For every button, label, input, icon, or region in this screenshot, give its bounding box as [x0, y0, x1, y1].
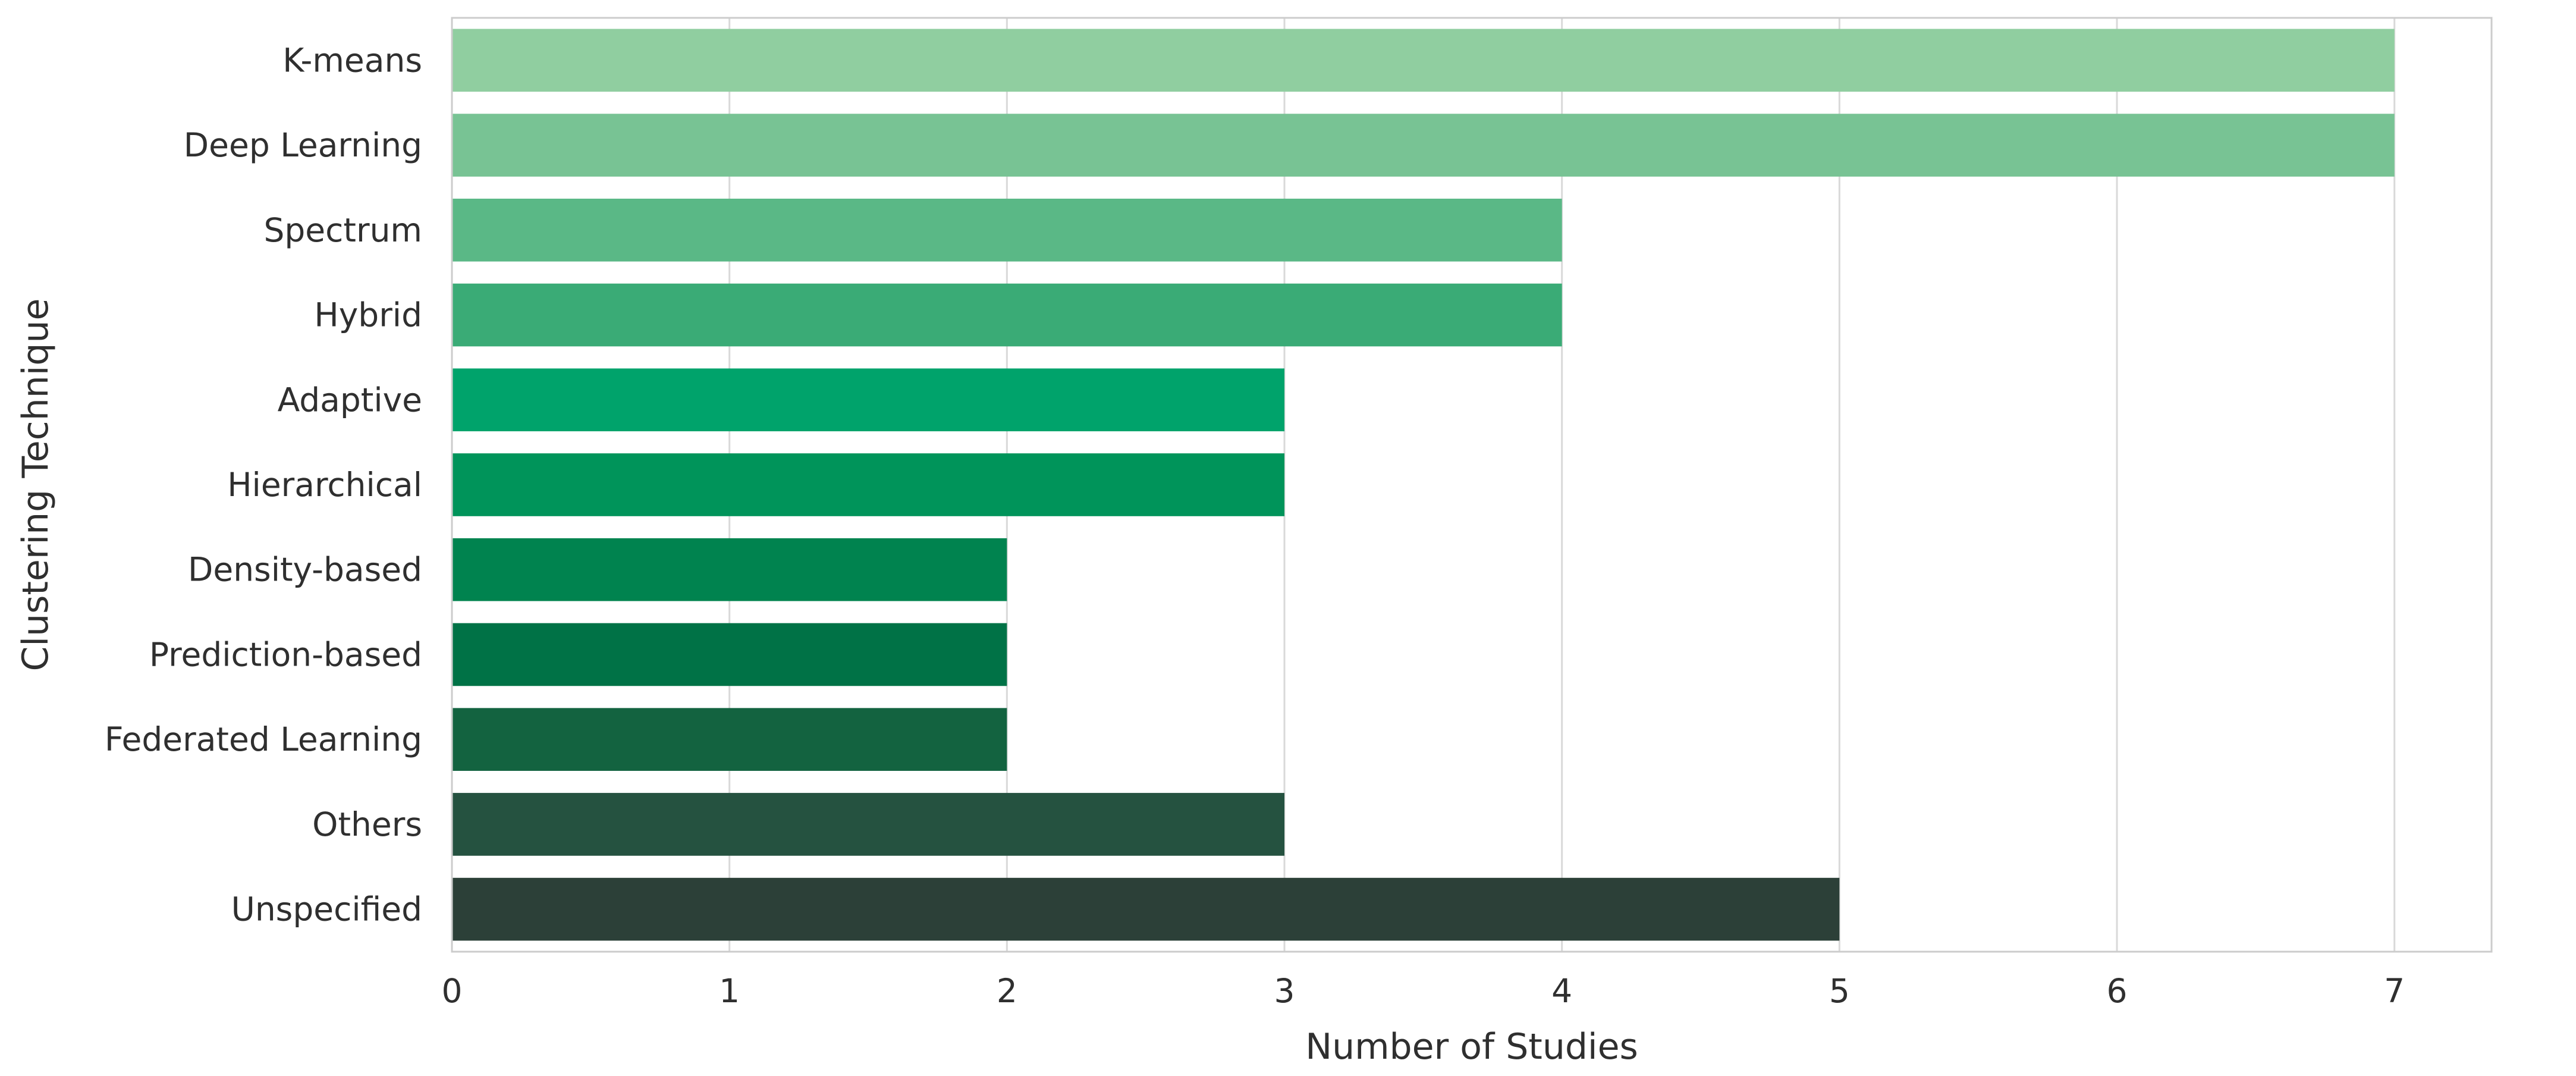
bar-others — [452, 793, 1284, 856]
x-tick-labels: 0 1 2 3 4 5 6 7 — [442, 972, 2405, 1010]
bar-spectrum — [452, 199, 1562, 262]
x-tick-label: 2 — [997, 972, 1017, 1010]
y-tick-label: Federated Learning — [105, 720, 422, 758]
y-tick-label: Unspecified — [231, 890, 422, 928]
y-tick-label: Adaptive — [278, 381, 422, 419]
y-tick-label: Density-based — [188, 551, 422, 589]
x-tick-label: 4 — [1551, 972, 1572, 1010]
y-tick-label: Hybrid — [314, 296, 422, 334]
y-tick-label: Deep Learning — [184, 126, 422, 164]
bar-prediction-based — [452, 623, 1007, 686]
x-tick-label: 7 — [2384, 972, 2405, 1010]
y-tick-labels: K-means Deep Learning Spectrum Hybrid Adapti… — [105, 41, 422, 928]
x-tick-label: 6 — [2107, 972, 2128, 1010]
bar-federated-learning — [452, 708, 1007, 771]
y-axis-title: Clustering Technique — [15, 299, 56, 672]
x-axis-title: Number of Studies — [1305, 1026, 1638, 1068]
y-tick-label: Others — [312, 805, 422, 843]
y-tick-label: Spectrum — [263, 211, 422, 249]
bar-adaptive — [452, 368, 1284, 432]
y-tick-label: Hierarchical — [227, 466, 422, 504]
y-tick-label: Prediction-based — [149, 635, 422, 673]
plot-frame — [451, 17, 2493, 953]
x-tick-label: 1 — [719, 972, 740, 1010]
bar-k-means — [452, 29, 2395, 92]
x-tick-label: 3 — [1274, 972, 1295, 1010]
bar-hybrid — [452, 283, 1562, 347]
bar-density-based — [452, 538, 1007, 601]
bar-deep-learning — [452, 114, 2395, 177]
x-tick-label: 0 — [442, 972, 463, 1010]
y-tick-label: K-means — [282, 41, 422, 79]
bar-unspecified — [452, 877, 1840, 941]
bar-hierarchical — [452, 453, 1284, 516]
x-tick-label: 5 — [1829, 972, 1850, 1010]
bar-layer — [452, 29, 2395, 941]
